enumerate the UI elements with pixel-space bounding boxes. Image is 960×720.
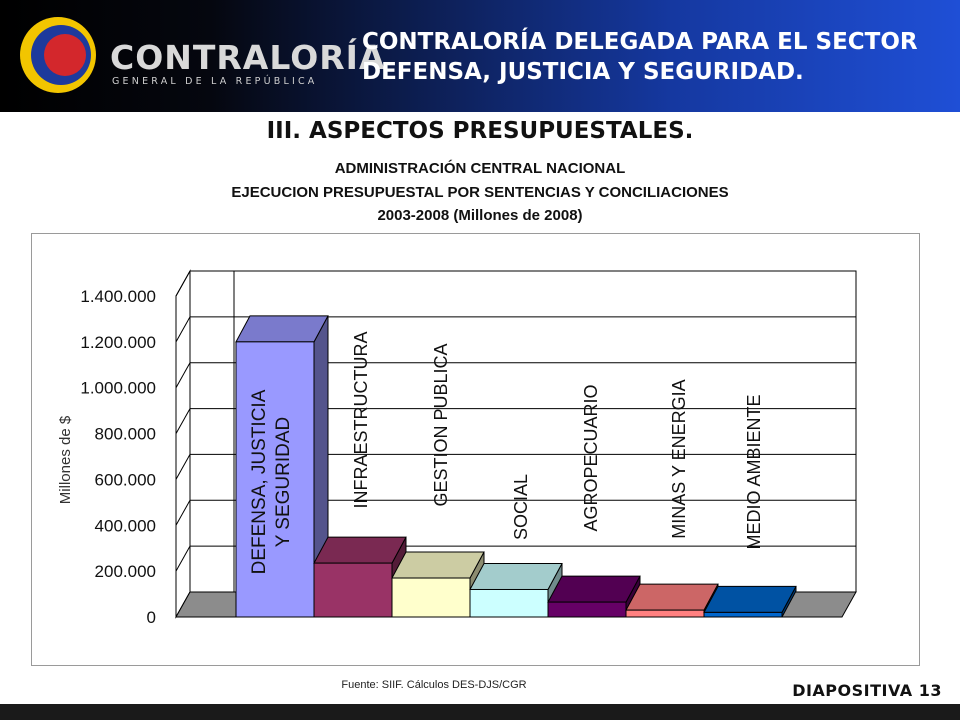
chart-subtitle-2: EJECUCION PRESUPUESTAL POR SENTENCIAS Y … <box>231 184 729 201</box>
bar-top <box>313 536 407 564</box>
y-tick-label: 400.000 <box>95 516 156 535</box>
logo-name: CONTRALORÍA <box>110 38 386 77</box>
bar <box>313 562 393 618</box>
category-label: MINAS Y ENERGIA <box>669 379 689 538</box>
section-title: III. ASPECTOS PRESUPUESTALES. <box>266 118 694 144</box>
category-label: DEFENSA, JUSTICIA <box>249 389 270 574</box>
y-tick-label: 200.000 <box>95 562 156 581</box>
bar <box>703 611 783 618</box>
bar <box>625 609 705 618</box>
bar <box>469 588 549 618</box>
category-label: MEDIO AMBIENTE <box>744 394 764 549</box>
source-note: Fuente: SIIF. Cálculos DES-DJS/CGR <box>341 679 527 691</box>
bar-top <box>625 583 719 611</box>
category-label: GESTION PUBLICA <box>431 343 451 506</box>
header-banner: CONTRALORÍA GENERAL DE LA REPÚBLICA CONT… <box>0 0 960 112</box>
gridline-side <box>175 545 191 572</box>
category-label: SOCIAL <box>511 474 531 540</box>
gridline-side <box>175 270 191 297</box>
bar-top <box>547 575 641 603</box>
gridline-side <box>175 454 191 480</box>
y-tick-label: 1.200.000 <box>80 333 156 352</box>
y-axis-label: Millones de $ <box>57 415 74 504</box>
gridline-side <box>175 500 191 526</box>
footer-bar <box>0 704 960 720</box>
bar <box>235 341 315 618</box>
logo-subtitle: GENERAL DE LA REPÚBLICA <box>112 76 318 87</box>
gridline-side <box>175 316 191 343</box>
header-title-line1: CONTRALORÍA DELEGADA PARA EL SECTOR <box>362 29 918 55</box>
header-title-line2: DEFENSA, JUSTICIA Y SEGURIDAD. <box>362 59 804 85</box>
y-tick-label: 600.000 <box>95 470 156 489</box>
y-tick-label: 0 <box>147 608 156 627</box>
contraloria-logo-icon <box>20 17 96 93</box>
y-tick-label: 1.400.000 <box>80 287 156 306</box>
bar <box>391 577 471 618</box>
y-tick-label: 800.000 <box>95 425 156 444</box>
bar-top <box>703 585 797 613</box>
category-label: AGROPECUARIO <box>581 384 601 531</box>
chart-side-wall <box>175 269 191 619</box>
chart-subtitle-3: 2003-2008 (Millones de 2008) <box>377 207 583 224</box>
category-label: INFRAESTRUCTURA <box>351 331 371 508</box>
gridline-side <box>175 408 191 434</box>
category-label: Y SEGURIDAD <box>273 417 294 548</box>
chart-subtitle-1: ADMINISTRACIÓN CENTRAL NACIONAL <box>334 160 626 177</box>
bar-top <box>469 562 563 590</box>
bar <box>547 601 627 618</box>
slide-number: DIAPOSITIVA 13 <box>792 681 942 700</box>
logo-center <box>44 34 86 76</box>
bar-top <box>235 315 329 343</box>
y-tick-label: 1.000.000 <box>80 379 156 398</box>
bar-top <box>391 551 485 579</box>
gridline-side <box>175 362 191 388</box>
header-title: CONTRALORÍA DELEGADA PARA EL SECTOR DEFE… <box>362 27 952 87</box>
